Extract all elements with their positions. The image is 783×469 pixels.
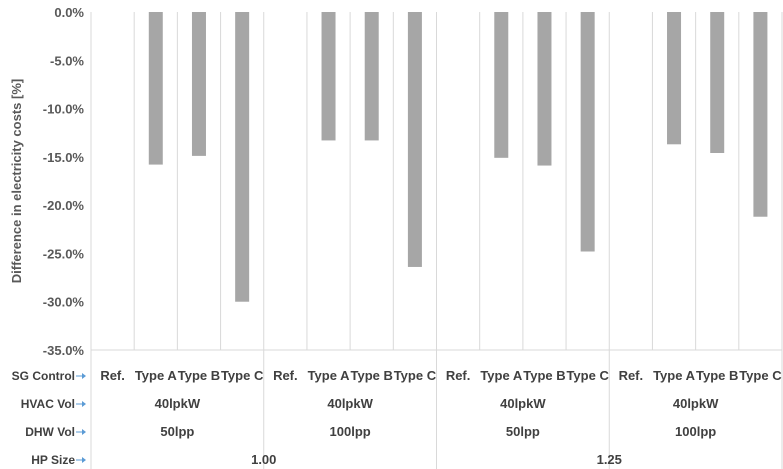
category-label: Type C	[394, 368, 437, 383]
category-level-label: SG Control	[12, 369, 75, 383]
bar	[494, 12, 509, 158]
category-label: Type A	[135, 368, 178, 383]
category-level-label: HVAC Vol	[21, 397, 75, 411]
category-label: 50lpp	[160, 424, 194, 439]
category-label: Ref.	[273, 368, 298, 383]
category-label: Type B	[351, 368, 393, 383]
bar	[191, 12, 206, 156]
category-label: 40lpkW	[155, 396, 201, 411]
y-tick-label: -25.0%	[43, 246, 85, 261]
arrow-head-icon	[82, 429, 86, 435]
bar	[407, 12, 422, 267]
bar	[667, 12, 682, 145]
y-tick-label: 0.0%	[54, 5, 84, 20]
bar	[364, 12, 379, 141]
category-label: Ref.	[619, 368, 644, 383]
category-label: 40lpkW	[673, 396, 719, 411]
category-label: 40lpkW	[327, 396, 373, 411]
bar	[148, 12, 163, 165]
category-level-label: HP Size	[31, 453, 75, 467]
y-tick-label: -10.0%	[43, 102, 85, 117]
category-label: Type B	[523, 368, 565, 383]
bar	[753, 12, 768, 217]
bar	[537, 12, 552, 166]
y-tick-label: -30.0%	[43, 295, 85, 310]
category-label: 100lpp	[330, 424, 371, 439]
category-label: 1.25	[597, 452, 622, 467]
arrow-head-icon	[82, 457, 86, 463]
category-label: Type B	[178, 368, 220, 383]
arrow-head-icon	[82, 373, 86, 379]
bar	[710, 12, 725, 153]
y-axis-label: Difference in electricity costs [%]	[9, 79, 24, 283]
y-tick-label: -5.0%	[50, 53, 84, 68]
category-label: Type C	[566, 368, 609, 383]
y-tick-label: -20.0%	[43, 198, 85, 213]
category-label: Type B	[696, 368, 738, 383]
bar	[235, 12, 250, 302]
arrow-head-icon	[82, 401, 86, 407]
bar	[580, 12, 595, 252]
bar-layer	[148, 12, 768, 302]
category-label: Type C	[221, 368, 264, 383]
category-label: Type A	[480, 368, 523, 383]
y-tick-labels: 0.0% -5.0% -10.0% -15.0% -20.0% -25.0% -30.0% -…	[43, 5, 85, 358]
category-label: 40lpkW	[500, 396, 546, 411]
category-label: Type A	[308, 368, 351, 383]
y-tick-label: -15.0%	[43, 150, 85, 165]
category-label: Type C	[739, 368, 782, 383]
y-tick-label: -35.0%	[43, 343, 85, 358]
category-label: 1.00	[251, 452, 276, 467]
category-label: 100lpp	[675, 424, 716, 439]
category-label: 50lpp	[506, 424, 540, 439]
bar	[321, 12, 336, 141]
category-labels: Ref. Type A Type B Type C Ref. Type A Type B Ty…	[100, 368, 782, 467]
category-label: Ref.	[446, 368, 471, 383]
category-label: Type A	[653, 368, 696, 383]
category-label: Ref.	[100, 368, 125, 383]
category-level-label: DHW Vol	[25, 425, 75, 439]
grid-layer	[90, 12, 783, 469]
category-row-labels: SG Control HVAC Vol DHW Vol HP Size	[12, 369, 86, 467]
